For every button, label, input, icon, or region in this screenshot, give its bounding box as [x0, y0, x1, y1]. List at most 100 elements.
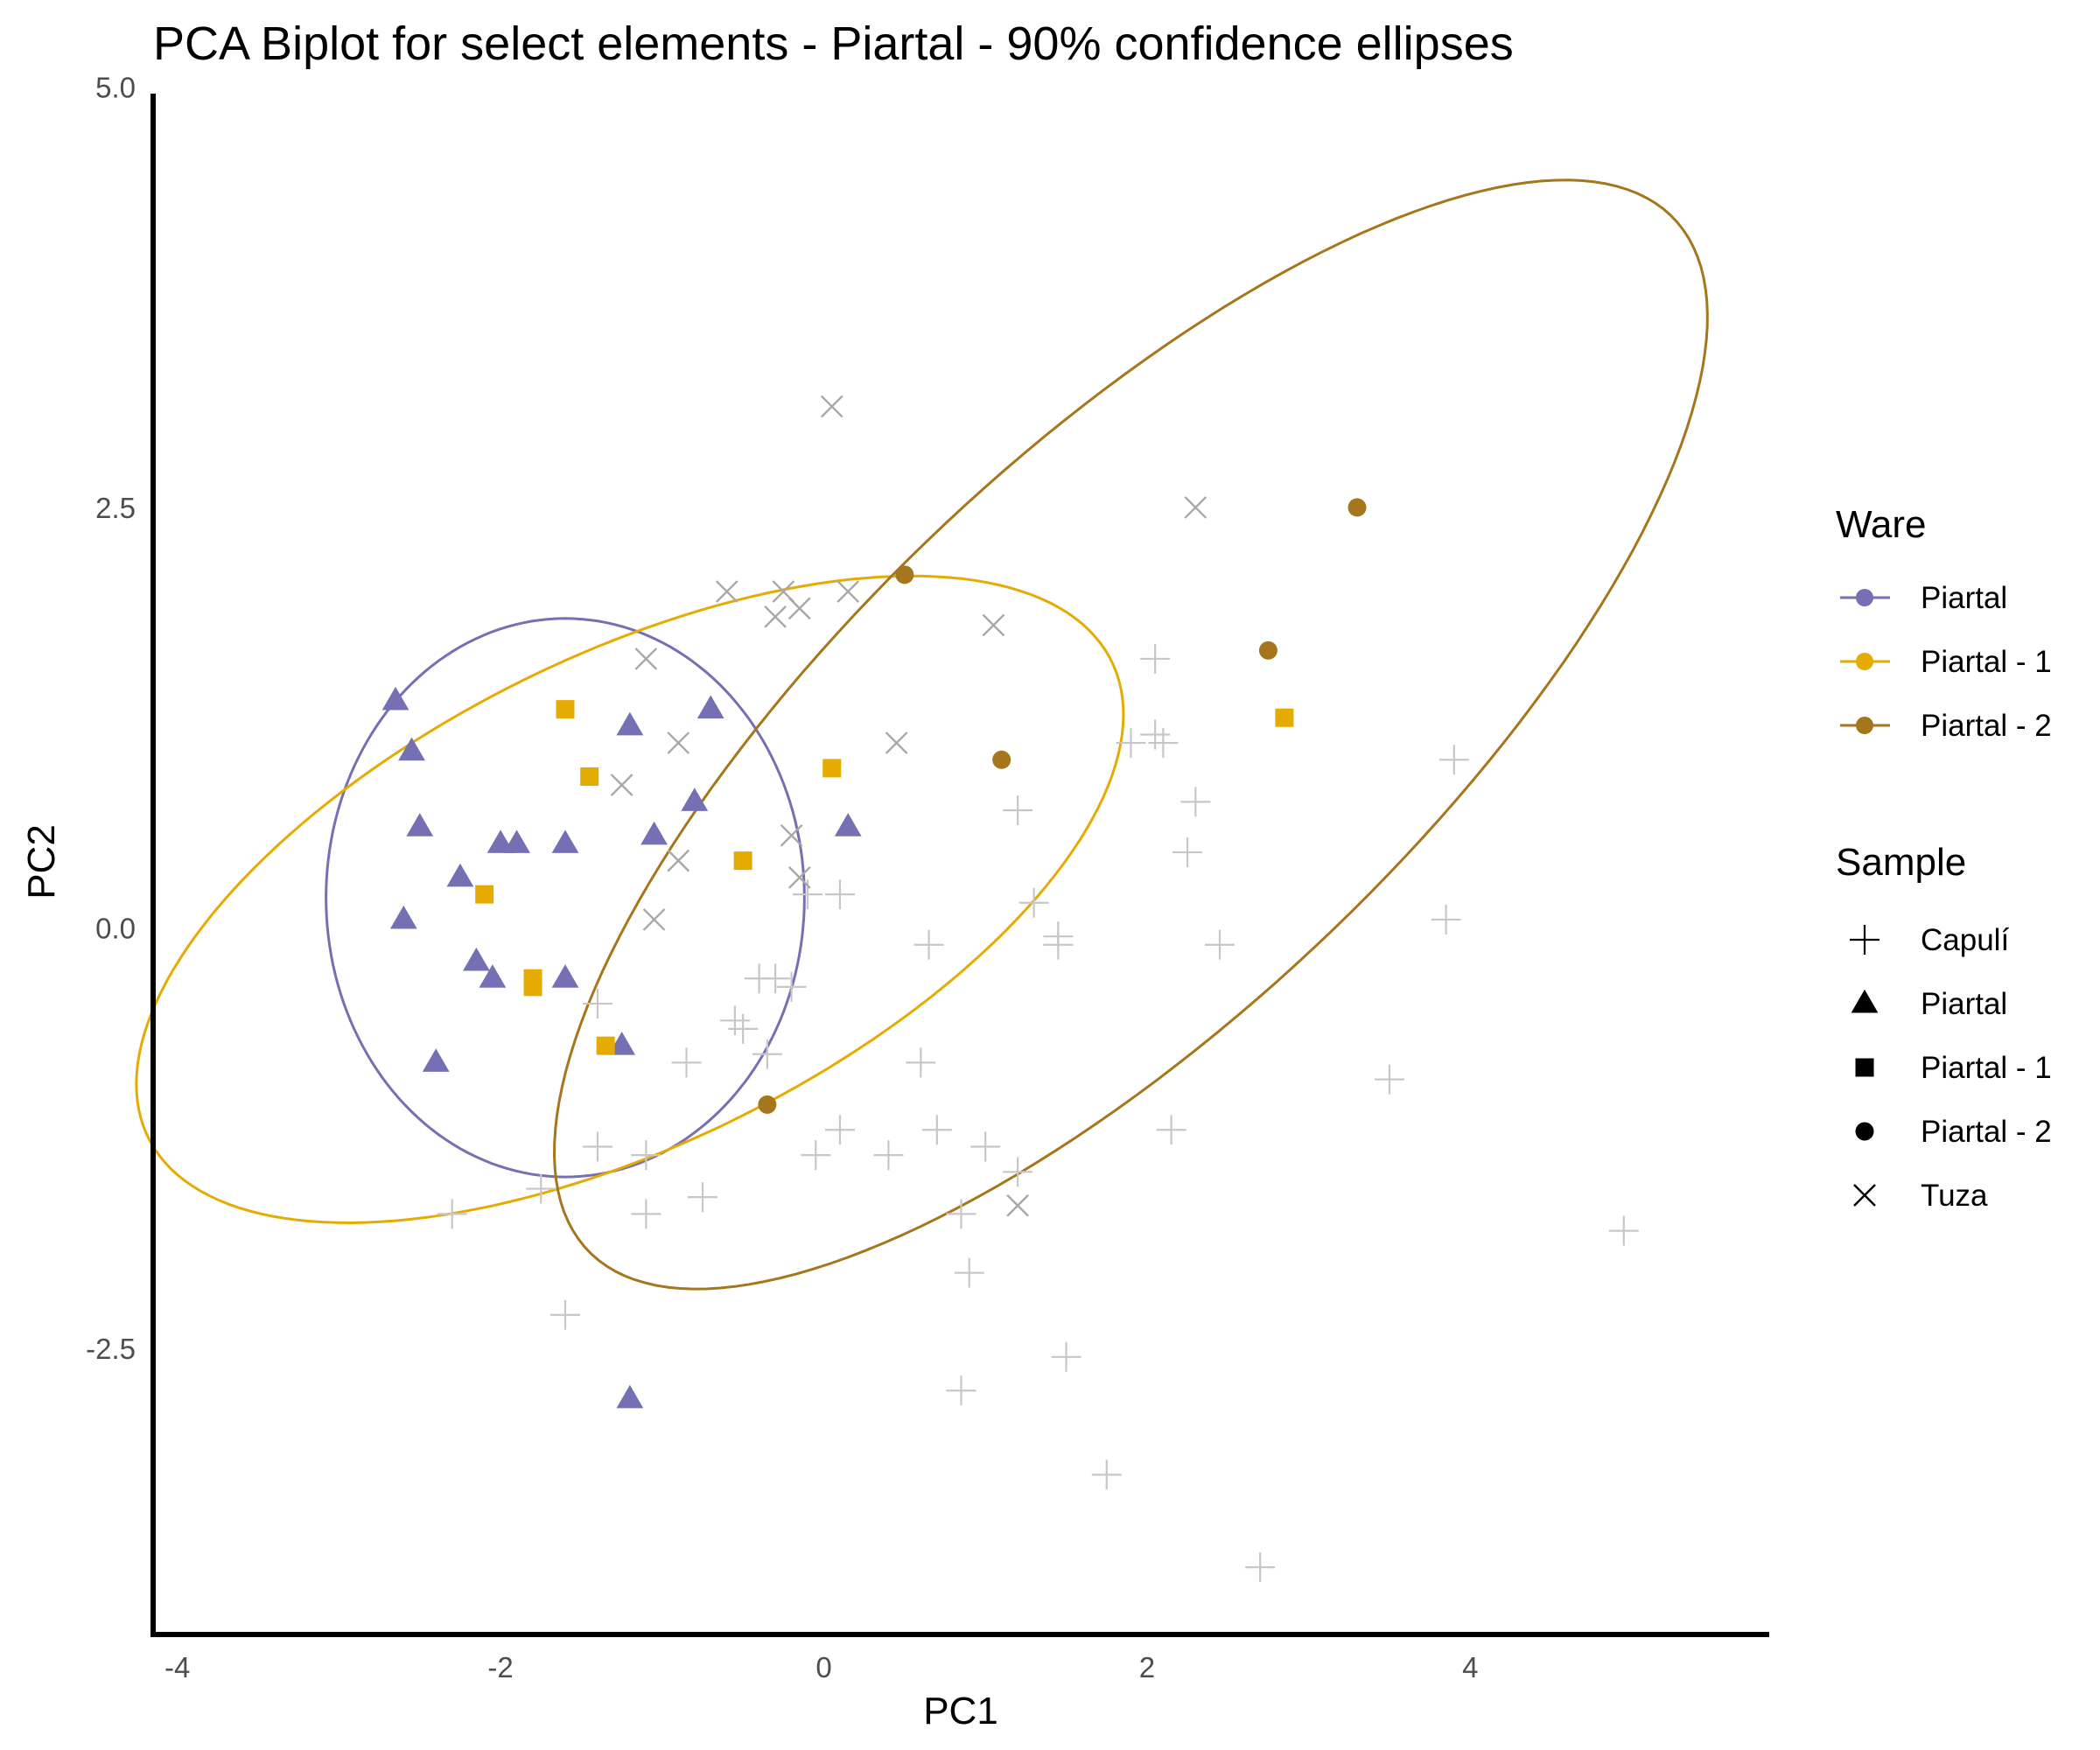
point-tuza [788, 866, 811, 889]
point-capul- [671, 1047, 702, 1078]
point-piartal [479, 964, 507, 988]
point-capul- [801, 1140, 831, 1171]
point-capul- [550, 1299, 580, 1330]
point-piartal [616, 1384, 644, 1409]
legend-sample-symbol-piartal-1 [1855, 1058, 1874, 1077]
point-capul- [1148, 728, 1179, 759]
legend-ware-label-piartal-1: Piartal - 1 [1921, 645, 2052, 679]
legend-ware-dot-piartal [1856, 589, 1873, 606]
point-piartal-1 [1275, 708, 1294, 727]
legend-ware-title: Ware [1836, 503, 1927, 546]
point-tuza [610, 774, 634, 796]
point-piartal-2 [992, 750, 1012, 769]
y-tick-label: 0.0 [95, 913, 136, 945]
point-piartal [406, 813, 434, 836]
point-capul- [631, 1199, 662, 1229]
legend-ware-dot-piartal-1 [1856, 653, 1873, 670]
point-piartal-1 [556, 700, 575, 719]
point-tuza [982, 613, 1005, 637]
point-piartal-1 [580, 767, 599, 787]
point-tuza [764, 606, 787, 628]
point-tuza [715, 580, 738, 603]
point-capul- [1205, 929, 1236, 960]
legend-sample-symbol-capul- [1850, 925, 1880, 955]
ellipse-piartal [325, 617, 806, 1179]
point-capul- [1245, 1552, 1276, 1583]
point-capul- [1116, 728, 1146, 759]
legend-sample: Sample Capulí Piartal Piartal - 1 Piartal -… [1836, 841, 2052, 1213]
x-axis-title: PC1 [923, 1690, 998, 1732]
point-piartal [551, 830, 579, 853]
point-piartal-2 [758, 1095, 777, 1114]
point-capul- [1438, 745, 1469, 775]
point-piartal [616, 711, 644, 736]
legend-sample-label-piartal-1: Piartal - 1 [1921, 1051, 2052, 1085]
point-capul- [1172, 837, 1203, 868]
point-piartal [389, 905, 417, 929]
point-capul- [970, 1131, 1001, 1162]
ellipse-piartal-1 [135, 574, 1125, 1225]
point-piartal [463, 947, 490, 971]
x-tick-label: -4 [164, 1651, 190, 1684]
point-capul- [1156, 1115, 1186, 1145]
point-capul- [582, 989, 612, 1019]
point-tuza [642, 908, 666, 931]
point-capul- [437, 1199, 467, 1229]
point-capul- [687, 1182, 718, 1213]
point-capul- [1140, 643, 1171, 674]
point-capul- [946, 1199, 976, 1229]
point-piartal [608, 1032, 636, 1055]
point-capul- [752, 1039, 782, 1069]
point-piartal [422, 1048, 450, 1072]
point-capul- [1003, 794, 1033, 825]
point-capul- [1180, 787, 1211, 817]
point-capul- [914, 929, 944, 960]
legend-sample-label-piartal-2: Piartal - 2 [1921, 1115, 2052, 1149]
point-tuza [634, 648, 658, 670]
point-capul- [1431, 904, 1461, 934]
point-capul- [946, 1376, 976, 1406]
point-capul- [582, 1131, 612, 1162]
x-tick-label: -2 [487, 1651, 513, 1684]
y-tick-label: 5.0 [95, 71, 136, 103]
point-tuza [667, 849, 690, 872]
point-tuza [885, 732, 908, 754]
y-tick-labels: 5.0 2.5 0.0 -2.5 [86, 71, 136, 1365]
point-tuza [820, 395, 844, 418]
point-capul- [793, 879, 823, 910]
point-capul- [776, 971, 807, 1002]
point-piartal-1 [523, 977, 542, 997]
legend-sample-title: Sample [1836, 841, 1966, 884]
y-axis-title: PC2 [20, 824, 63, 900]
point-piartal-2 [895, 565, 914, 584]
point-piartal [551, 964, 579, 988]
point-capul- [954, 1257, 984, 1288]
point-piartal [503, 830, 530, 853]
legend-sample-label-tuza: Tuza [1921, 1179, 1988, 1213]
point-tuza [780, 823, 803, 847]
point-capul- [1018, 887, 1049, 918]
point-tuza [788, 597, 811, 620]
legend-sample-label-piartal: Piartal [1921, 987, 2007, 1021]
point-capul- [1051, 1341, 1082, 1372]
point-tuza [1184, 496, 1208, 519]
point-capul- [873, 1140, 904, 1171]
point-capul- [824, 879, 855, 910]
point-tuza [836, 580, 860, 603]
point-capul- [1608, 1215, 1639, 1246]
legend-ware-label-piartal: Piartal [1921, 581, 2007, 615]
point-tuza [1006, 1194, 1029, 1217]
point-capul- [1003, 1157, 1033, 1187]
point-piartal-2 [1258, 640, 1278, 660]
point-capul- [631, 1140, 662, 1171]
point-piartal-1 [822, 759, 842, 778]
point-capul- [760, 963, 791, 994]
x-tick-label: 0 [816, 1651, 831, 1684]
legend-ware-dot-piartal-2 [1856, 717, 1873, 734]
point-piartal [834, 813, 862, 836]
x-tick-label: 4 [1462, 1651, 1478, 1684]
point-piartal [446, 863, 474, 887]
legend-ware: Ware Piartal Piartal - 1 Piartal - 2 [1836, 503, 2052, 743]
